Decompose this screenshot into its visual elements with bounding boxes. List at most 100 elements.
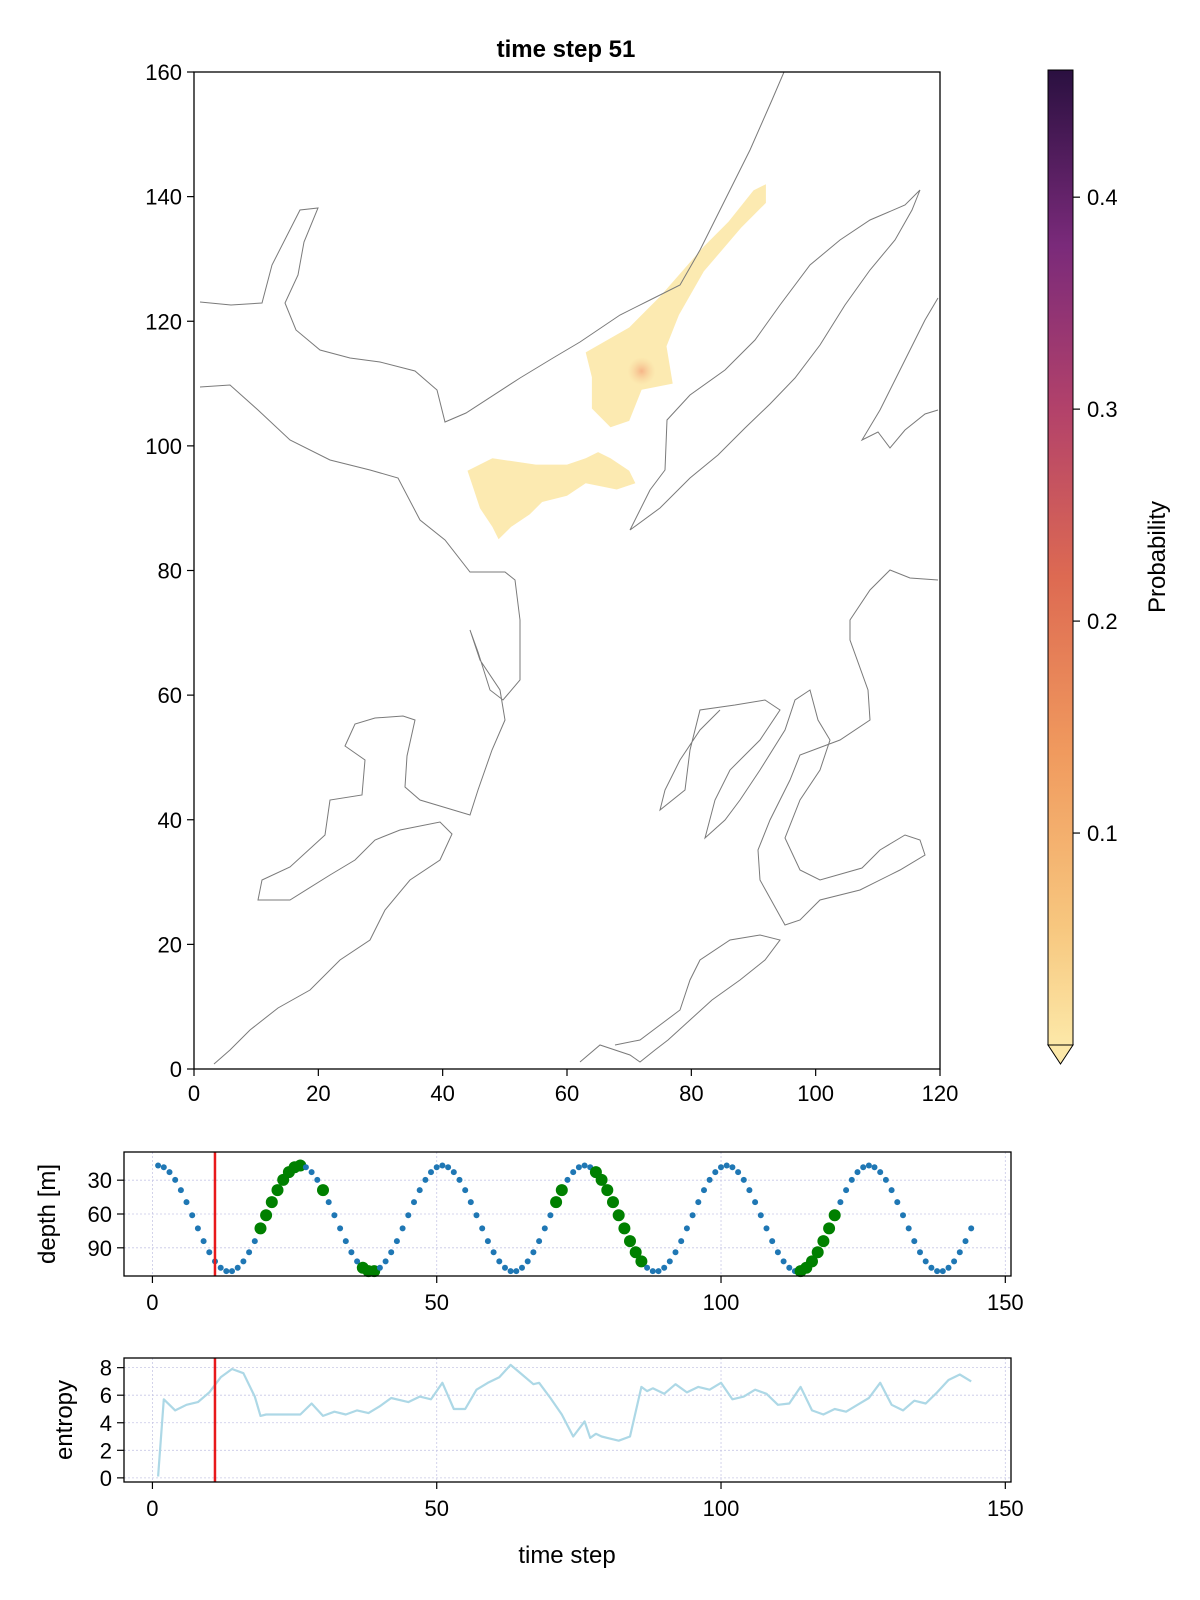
depth-point (570, 1169, 577, 1176)
probability-region-2 (467, 452, 636, 540)
depth-ylabel: depth [m] (34, 1164, 61, 1264)
depth-point-highlighted (823, 1222, 836, 1235)
depth-point (223, 1268, 230, 1275)
depth-point (240, 1258, 247, 1265)
depth-point (769, 1238, 776, 1245)
depth-point (376, 1264, 383, 1271)
entropy-y-tick-label-2: 4 (100, 1411, 112, 1436)
probability-regions (467, 184, 766, 540)
depth-point (655, 1268, 662, 1275)
probability-hotspot (627, 357, 656, 386)
depth-point (575, 1164, 582, 1171)
depth-point (422, 1176, 429, 1183)
map-x-tick-label-4: 80 (679, 1081, 703, 1106)
coastline-west-inlet (199, 384, 521, 1065)
depth-point (934, 1268, 941, 1275)
depth-point (496, 1258, 503, 1265)
depth-point (433, 1164, 440, 1171)
entropy-y-tick-label-0: 0 (100, 1466, 112, 1491)
depth-point (325, 1199, 332, 1206)
entropy-x-tick-label-2: 100 (703, 1496, 740, 1521)
depth-point (871, 1164, 878, 1171)
depth-points (155, 1159, 975, 1278)
depth-point (865, 1162, 872, 1169)
depth-point-highlighted (828, 1209, 841, 1222)
depth-point (189, 1212, 196, 1219)
depth-point (672, 1249, 679, 1256)
depth-point (541, 1225, 548, 1232)
colorbar-tick-label-1: 0.2 (1087, 609, 1118, 634)
coastline-contours (199, 72, 939, 1065)
colorbar-tick-label-0: 0.1 (1087, 821, 1118, 846)
depth-point (337, 1225, 344, 1232)
depth-point-highlighted (629, 1246, 642, 1259)
depth-point (763, 1225, 770, 1232)
depth-y-ticks: 30 60 90 (88, 1168, 124, 1261)
coastline-northeast-ridge (629, 189, 921, 531)
map-y-tick-label-0: 0 (170, 1057, 182, 1082)
depth-point (905, 1225, 912, 1232)
depth-point (308, 1169, 315, 1176)
depth-point (746, 1187, 753, 1194)
map-y-tick-label-6: 120 (145, 309, 182, 334)
depth-point (780, 1258, 787, 1265)
depth-point (382, 1258, 389, 1265)
depth-panel: 0 50 100 150 30 60 90 depth [m] (34, 1151, 1024, 1315)
depth-point-highlighted (624, 1235, 636, 1248)
depth-point (848, 1176, 855, 1183)
depth-point (888, 1187, 895, 1194)
depth-point (951, 1258, 958, 1265)
depth-point (752, 1199, 759, 1206)
depth-point (428, 1169, 434, 1176)
depth-point (183, 1199, 190, 1206)
depth-point (314, 1176, 321, 1183)
depth-point (666, 1258, 673, 1265)
depth-point (411, 1199, 417, 1206)
depth-point (774, 1249, 781, 1256)
entropy-ylabel: entropy (51, 1380, 78, 1460)
depth-point (649, 1268, 656, 1275)
depth-point (166, 1169, 173, 1176)
depth-point (342, 1238, 349, 1245)
map-y-tick-label-2: 40 (158, 808, 182, 833)
depth-point (706, 1176, 713, 1183)
map-heatmap-panel: time step 51 0 20 40 60 80 100 120 0 20 40 60 80 10… (145, 36, 958, 1106)
depth-point (393, 1238, 400, 1245)
depth-point (712, 1169, 719, 1176)
depth-point (200, 1238, 207, 1245)
depth-y-tick-label-1: 60 (88, 1202, 112, 1227)
coastline-south (579, 934, 781, 1063)
depth-point-highlighted (612, 1209, 625, 1222)
map-y-tick-label-4: 80 (158, 559, 182, 584)
entropy-y-tick-label-3: 6 (100, 1383, 112, 1408)
map-x-tick-label-6: 120 (922, 1081, 959, 1106)
depth-point (450, 1169, 457, 1176)
depth-point-highlighted (595, 1173, 608, 1186)
depth-point (536, 1238, 543, 1245)
depth-x-tick-label-0: 0 (146, 1290, 158, 1315)
depth-point (172, 1176, 179, 1183)
depth-point-highlighted (550, 1196, 563, 1209)
depth-point (860, 1164, 867, 1171)
depth-point-highlighted (271, 1184, 284, 1197)
depth-point (740, 1176, 747, 1183)
depth-point (519, 1264, 525, 1271)
depth-point-highlighted (260, 1209, 273, 1222)
entropy-gridlines (124, 1358, 1011, 1482)
colorbar-gradient (1047, 69, 1074, 1046)
depth-point (484, 1238, 491, 1245)
depth-point (530, 1249, 537, 1256)
depth-point (194, 1225, 201, 1232)
colorbar-extend-arrow (1047, 1044, 1074, 1065)
entropy-x-tick-label-0: 0 (146, 1496, 158, 1521)
depth-point (439, 1162, 446, 1169)
depth-point (837, 1199, 844, 1206)
depth-point (405, 1212, 412, 1219)
depth-point (479, 1225, 486, 1232)
depth-point (786, 1264, 793, 1271)
depth-point-highlighted (254, 1222, 267, 1235)
depth-point (968, 1225, 975, 1232)
depth-point (945, 1264, 952, 1271)
depth-point (854, 1169, 861, 1176)
